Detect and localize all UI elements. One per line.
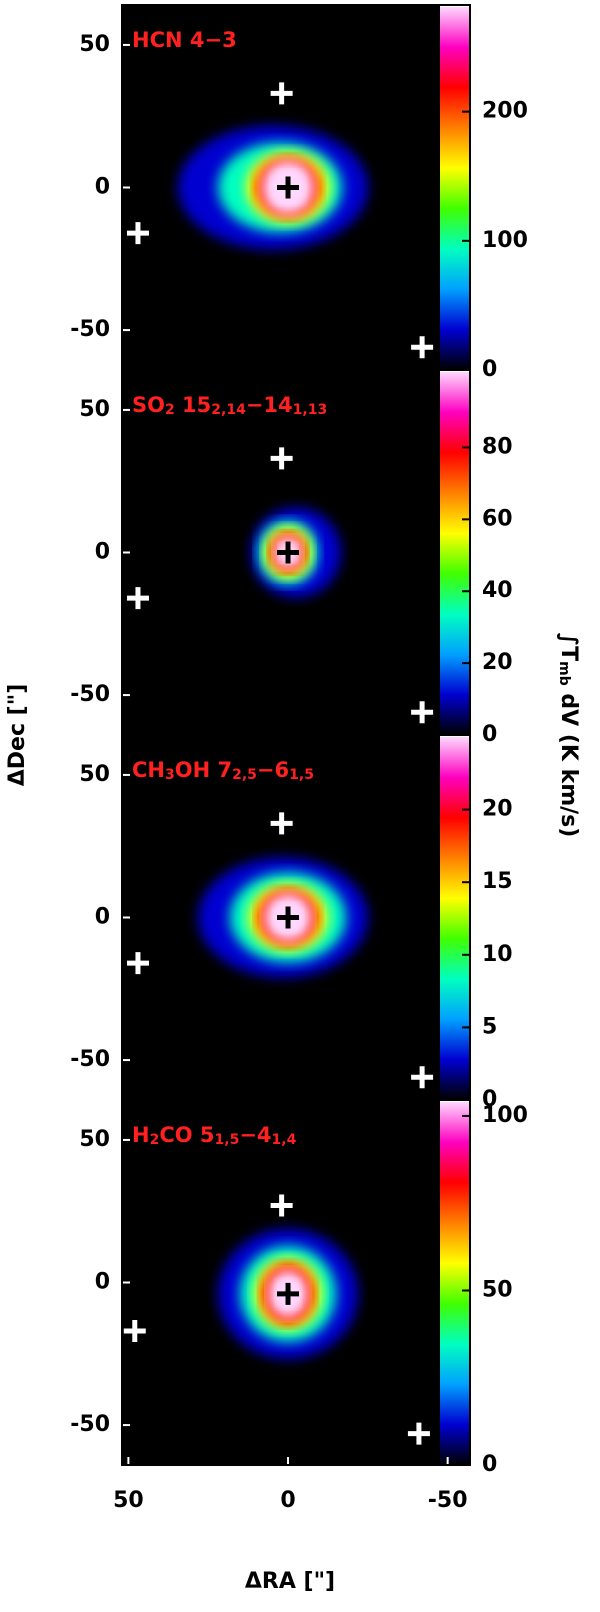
colorbar bbox=[440, 737, 470, 1100]
panel-title: CH3OH 72,5−61,5 bbox=[132, 758, 314, 783]
y-tick-label: 0 bbox=[95, 905, 110, 930]
y-tick-label: 0 bbox=[95, 175, 110, 200]
y-tick-label: 0 bbox=[95, 540, 110, 565]
position-marker bbox=[411, 1066, 434, 1089]
y-tick-label: -50 bbox=[70, 317, 110, 342]
x-tick-label: 0 bbox=[280, 1488, 295, 1513]
colorbar-tick-label: 15 bbox=[482, 869, 513, 894]
position-marker bbox=[126, 952, 149, 975]
text-part: mb bbox=[556, 661, 572, 686]
colorbar-tick-label: 0 bbox=[482, 722, 497, 747]
y-axis-label: ΔDec ["] bbox=[5, 684, 30, 786]
y-tick-label: -50 bbox=[70, 1047, 110, 1072]
colorbar-tick-label: 0 bbox=[482, 357, 497, 382]
y-tick-label: 50 bbox=[79, 397, 110, 422]
text-part: CO 5 bbox=[159, 1123, 214, 1147]
text-part: ∫T bbox=[556, 633, 581, 661]
text-part: SO bbox=[132, 393, 165, 417]
y-tick-label: -50 bbox=[70, 1412, 110, 1437]
colorbar-tick-label: 50 bbox=[482, 1277, 513, 1302]
colorbar bbox=[440, 1102, 470, 1465]
y-tick-label: 50 bbox=[79, 1127, 110, 1152]
position-marker bbox=[411, 701, 434, 724]
colorbar-tick-label: 0 bbox=[482, 1087, 497, 1112]
colorbar-label: ∫Tmb dV (K km/s) bbox=[556, 633, 581, 838]
text-part: 2 bbox=[150, 1132, 160, 1148]
emission bbox=[178, 125, 369, 250]
text-part: 2,14 bbox=[211, 402, 246, 418]
position-marker bbox=[126, 587, 149, 610]
colorbar-tick-label: 0 bbox=[482, 1452, 497, 1477]
position-marker bbox=[407, 1422, 430, 1445]
y-tick-label: -50 bbox=[70, 682, 110, 707]
position-marker bbox=[411, 336, 434, 359]
panel-title: SO2 152,14−141,13 bbox=[132, 393, 327, 418]
x-tick-label: -50 bbox=[428, 1488, 468, 1513]
position-marker bbox=[277, 906, 300, 929]
position-marker bbox=[123, 1319, 146, 1342]
position-marker bbox=[270, 82, 293, 105]
position-marker bbox=[277, 176, 300, 199]
position-marker bbox=[126, 222, 149, 245]
colorbar bbox=[440, 7, 470, 370]
colorbar-tick-label: 200 bbox=[482, 99, 528, 124]
text-part: H bbox=[132, 1123, 150, 1147]
position-marker bbox=[277, 541, 300, 564]
text-part: −14 bbox=[246, 393, 293, 417]
text-part: 2,5 bbox=[232, 767, 257, 783]
position-marker bbox=[270, 447, 293, 470]
y-tick-label: 50 bbox=[79, 32, 110, 57]
text-part: −6 bbox=[257, 758, 289, 782]
colorbar-tick-label: 20 bbox=[482, 797, 513, 822]
text-part: 15 bbox=[175, 393, 212, 417]
colorbar-tick-label: 10 bbox=[482, 942, 513, 967]
text-part: 1,5 bbox=[289, 767, 314, 783]
y-tick-label: 50 bbox=[79, 762, 110, 787]
colorbar-tick-label: 100 bbox=[482, 1103, 528, 1128]
colorbar-tick-label: 5 bbox=[482, 1014, 497, 1039]
position-marker bbox=[270, 812, 293, 835]
position-marker bbox=[270, 1194, 293, 1217]
text-part: 1,4 bbox=[272, 1132, 297, 1148]
text-part: 3 bbox=[165, 767, 175, 783]
colorbar bbox=[440, 372, 470, 735]
panel-title: HCN 4−3 bbox=[132, 28, 237, 52]
colorbar-tick-label: 80 bbox=[482, 434, 513, 459]
text-part: dV (K km/s) bbox=[556, 686, 581, 838]
x-tick-label: 50 bbox=[113, 1488, 144, 1513]
text-part: OH 7 bbox=[175, 758, 232, 782]
text-part: CH bbox=[132, 758, 165, 782]
x-axis-label: ΔRA ["] bbox=[245, 1569, 335, 1594]
text-part: 1,5 bbox=[215, 1132, 240, 1148]
text-part: HCN 4−3 bbox=[132, 28, 237, 52]
text-part: −4 bbox=[239, 1123, 271, 1147]
colorbar-tick-label: 40 bbox=[482, 578, 513, 603]
text-part: 2 bbox=[165, 402, 175, 418]
position-marker bbox=[277, 1282, 300, 1305]
colorbar-tick-label: 60 bbox=[482, 506, 513, 531]
colorbar-tick-label: 20 bbox=[482, 650, 513, 675]
y-tick-label: 0 bbox=[95, 1270, 110, 1295]
text-part: 1,13 bbox=[293, 402, 328, 418]
panel-title: H2CO 51,5−41,4 bbox=[132, 1123, 297, 1148]
panel-frame bbox=[121, 1099, 471, 1466]
colorbar-tick-label: 100 bbox=[482, 228, 528, 253]
